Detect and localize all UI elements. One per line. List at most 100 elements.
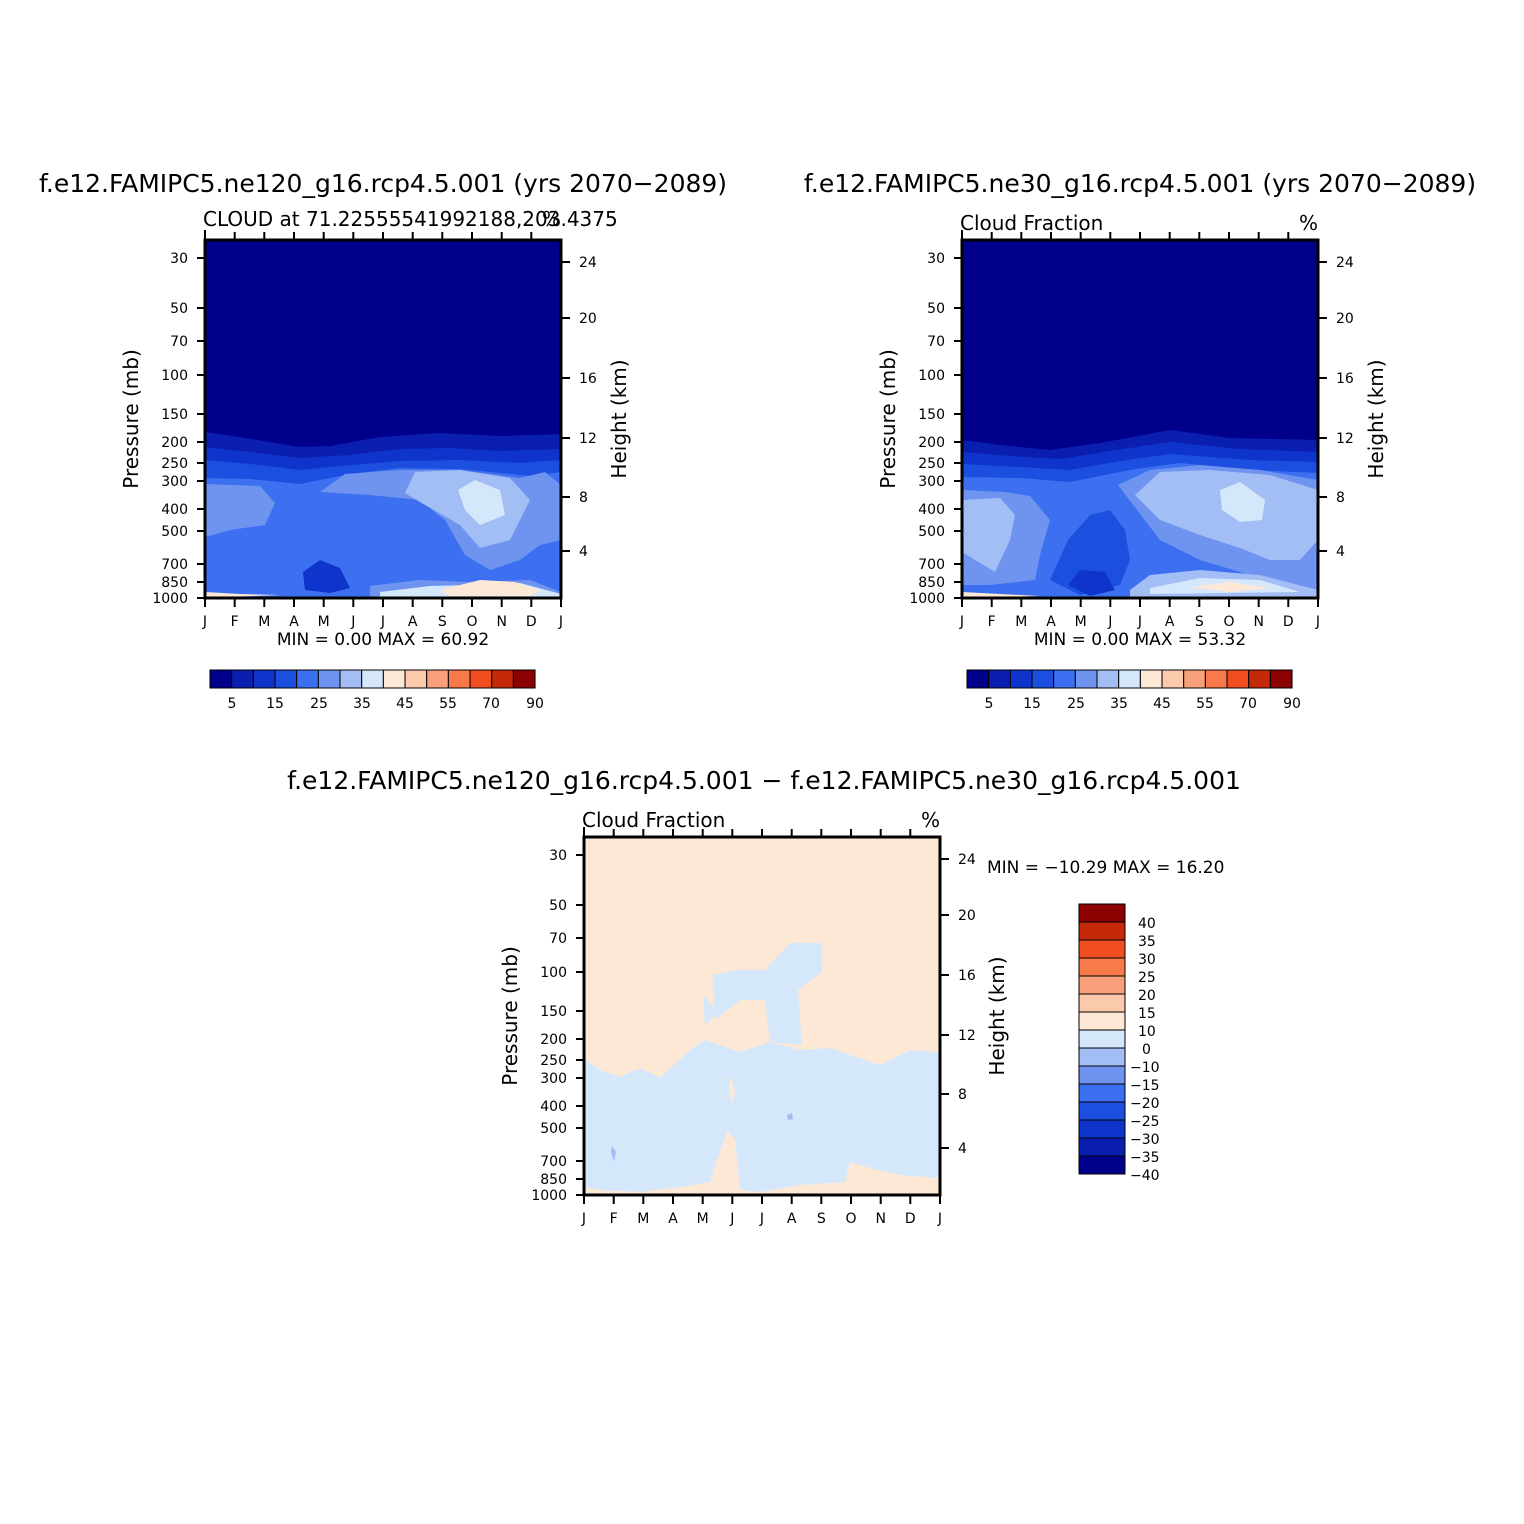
x-tick-label: M <box>258 614 270 630</box>
y-tick-label: 200 <box>161 435 188 451</box>
colorbar-label: 15 <box>1138 1006 1156 1022</box>
x-tick-label: J <box>581 1211 586 1227</box>
x-tick-label: A <box>1046 614 1056 630</box>
panel3-colorbar: 40 35 30 25 20 15 10 0 −10 −15 −20 −25 −… <box>1078 903 1160 1184</box>
x-tick-label: O <box>845 1211 856 1227</box>
panel1-y-axis-title: Pressure (mb) <box>119 349 143 489</box>
y2-tick-label: 4 <box>579 544 588 560</box>
panel2-y2-axis-title: Height (km) <box>1364 359 1388 478</box>
x-tick-label: D <box>526 614 537 630</box>
x-tick-label: N <box>1253 614 1263 630</box>
colorbar-box <box>1078 1011 1126 1031</box>
colorbar-label: 55 <box>1196 696 1214 712</box>
x-tick-label: A <box>289 614 299 630</box>
y2-tick-label: 12 <box>579 431 597 447</box>
y-tick-label: 700 <box>540 1154 567 1170</box>
y-tick-label: 200 <box>540 1032 567 1048</box>
x-tick-label: J <box>380 614 385 630</box>
colorbar-label: 20 <box>1138 988 1156 1004</box>
x-tick-label: D <box>905 1211 916 1227</box>
panel2-y-tick-labels: 30 50 70 100 150 200 250 300 400 500 700… <box>909 251 945 607</box>
colorbar-box <box>988 669 1011 689</box>
colorbar-box <box>1078 993 1126 1013</box>
panel1-title: f.e12.FAMIPC5.ne120_g16.rcp4.5.001 (yrs … <box>39 169 727 198</box>
colorbar-label: 5 <box>228 696 237 712</box>
panel3-contour-field <box>584 837 940 1195</box>
colorbar-label: 35 <box>1110 696 1128 712</box>
y2-tick-label: 20 <box>958 908 976 924</box>
y-tick-label: 400 <box>918 502 945 518</box>
colorbar-label: 25 <box>1138 970 1156 986</box>
panel1-y-tick-labels: 30 50 70 100 150 200 250 300 400 500 700… <box>152 251 188 607</box>
panel-ne30: f.e12.FAMIPC5.ne30_g16.rcp4.5.001 (yrs 2… <box>804 169 1476 712</box>
panel2-units: % <box>1299 211 1318 235</box>
panel1-units: % <box>542 207 561 231</box>
x-tick-label: M <box>637 1211 649 1227</box>
colorbar-box <box>1161 669 1185 689</box>
x-tick-label: S <box>817 1211 826 1227</box>
panel2-y-axis-title: Pressure (mb) <box>876 349 900 489</box>
colorbar-label: 0 <box>1142 1042 1151 1058</box>
y2-tick-label: 4 <box>958 1141 967 1157</box>
y-tick-label: 850 <box>161 575 188 591</box>
colorbar-label: −40 <box>1130 1168 1160 1184</box>
x-tick-label: J <box>959 614 964 630</box>
colorbar-label: 15 <box>266 696 284 712</box>
panel2-colorbar: 5 15 25 35 45 55 70 90 <box>966 669 1301 712</box>
colorbar-box <box>252 669 276 689</box>
y-tick-label: 850 <box>540 1172 567 1188</box>
colorbar-box <box>1096 669 1120 689</box>
y-tick-label: 500 <box>540 1121 567 1137</box>
colorbar-box <box>447 669 471 689</box>
colorbar-box <box>491 669 514 689</box>
panel3-units: % <box>921 808 940 832</box>
x-tick-label: O <box>466 614 477 630</box>
colorbar-label: 35 <box>353 696 371 712</box>
colorbar-label: −35 <box>1130 1150 1160 1166</box>
colorbar-label: −10 <box>1130 1060 1160 1076</box>
y-tick-label: 50 <box>549 898 567 914</box>
y-tick-label: 50 <box>170 301 188 317</box>
panel3-y-axis-title: Pressure (mb) <box>498 946 522 1086</box>
x-tick-label: D <box>1283 614 1294 630</box>
colorbar-box <box>1204 669 1228 689</box>
colorbar-label: 70 <box>1239 696 1257 712</box>
y-tick-label: 700 <box>918 557 945 573</box>
colorbar-box <box>1078 1083 1126 1103</box>
x-tick-label: J <box>937 1211 942 1227</box>
y-tick-label: 70 <box>927 334 945 350</box>
panel2-title: f.e12.FAMIPC5.ne30_g16.rcp4.5.001 (yrs 2… <box>804 169 1476 198</box>
colorbar-label: 55 <box>439 696 457 712</box>
panel3-axes <box>576 827 949 1204</box>
colorbar-box <box>1074 669 1098 689</box>
x-tick-label: J <box>729 1211 734 1227</box>
colorbar-box <box>426 669 449 689</box>
colorbar-label: 30 <box>1138 952 1156 968</box>
panel2-subtitle: Cloud Fraction <box>960 211 1103 235</box>
y-tick-label: 1000 <box>531 1188 567 1204</box>
x-tick-label: J <box>759 1211 764 1227</box>
colorbar-box <box>1078 1155 1126 1175</box>
y-tick-label: 150 <box>161 407 188 423</box>
colorbar-box <box>209 669 233 689</box>
colorbar-label: −20 <box>1130 1096 1160 1112</box>
colorbar-label: 5 <box>985 696 994 712</box>
panel2-axes <box>954 230 1327 607</box>
colorbar-label: 35 <box>1138 934 1156 950</box>
colorbar-box <box>1078 939 1126 959</box>
y-tick-label: 500 <box>918 524 945 540</box>
panel1-colorbar: 5 15 25 35 45 55 70 90 <box>209 669 544 712</box>
y-tick-label: 300 <box>540 1071 567 1087</box>
x-tick-label: A <box>1165 614 1175 630</box>
colorbar-label: −25 <box>1130 1114 1160 1130</box>
x-tick-label: J <box>1107 614 1112 630</box>
colorbar-box <box>339 669 363 689</box>
colorbar-box <box>966 669 990 689</box>
colorbar-box <box>274 669 298 689</box>
colorbar-label: 90 <box>526 696 544 712</box>
y-tick-label: 100 <box>540 965 567 981</box>
colorbar-label: 45 <box>1153 696 1171 712</box>
y-tick-label: 400 <box>161 502 188 518</box>
colorbar-label: 25 <box>1067 696 1085 712</box>
